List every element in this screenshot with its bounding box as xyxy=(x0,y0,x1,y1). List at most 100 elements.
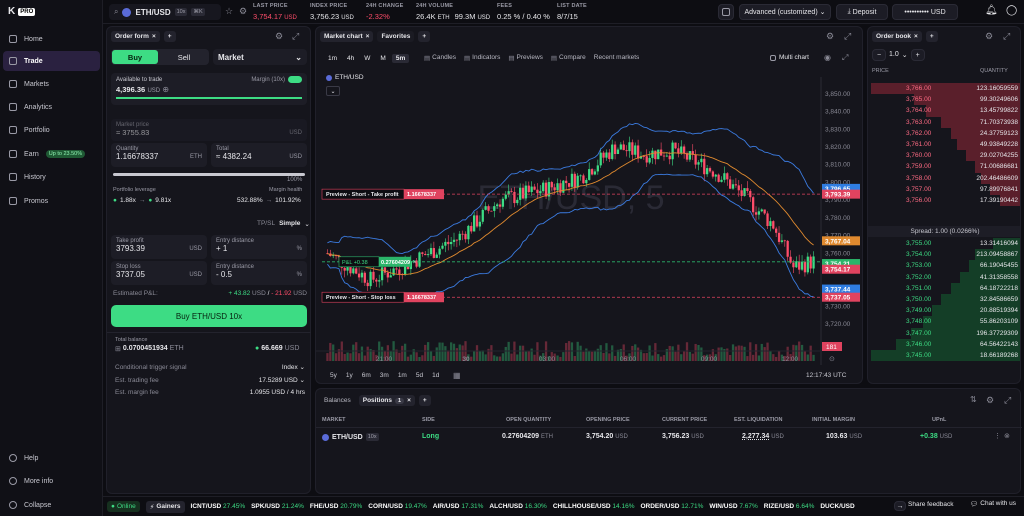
ask-row[interactable]: 3,760.00 29.02704255 xyxy=(868,150,1020,162)
interval-5m[interactable]: 5m xyxy=(391,54,410,63)
trigger-select[interactable]: Index ⌄ xyxy=(282,363,305,371)
range-1y[interactable]: 1y xyxy=(345,372,353,379)
close-icon[interactable]: × xyxy=(151,33,156,40)
sidebar-item-collapse[interactable]: Collapse xyxy=(3,495,100,515)
bid-row[interactable]: 3,750.00 32.84586659 xyxy=(868,294,1020,306)
order-type-select[interactable]: Market ⌄ xyxy=(213,49,307,65)
logo[interactable]: K PRO xyxy=(8,6,36,17)
sidebar-item-analytics[interactable]: Analytics xyxy=(3,97,100,117)
stop-loss-preview[interactable]: Preview - Short - Stop loss 1.16678337 xyxy=(321,291,444,303)
ticker-item[interactable]: FHE/USD 20.79% xyxy=(310,503,362,510)
add-tab-button[interactable]: + xyxy=(418,395,431,406)
bid-row[interactable]: 3,747.00 196.37729309 xyxy=(868,327,1020,339)
settings-icon[interactable]: ⚙ xyxy=(239,6,248,16)
chevron-down-icon[interactable]: ⌄ xyxy=(299,377,305,384)
bid-row[interactable]: 3,751.00 64.18722218 xyxy=(868,282,1020,294)
sidebar-item-more-info[interactable]: More info xyxy=(3,471,100,491)
ask-row[interactable]: 3,758.00 202.46486609 xyxy=(868,172,1020,184)
ask-row[interactable]: 3,762.00 24.37759123 xyxy=(868,127,1020,139)
sell-tab[interactable]: Sell xyxy=(161,50,207,64)
tab-balances[interactable]: Balances xyxy=(324,397,351,404)
close-icon[interactable]: × xyxy=(365,33,370,40)
position-row[interactable]: ETH/USD 10x Long 0.27604209 ETH 3,754.20 … xyxy=(316,431,1022,445)
layout-button[interactable] xyxy=(718,4,734,20)
take-profit-field[interactable]: Take profit 3793.39 USD xyxy=(111,235,207,259)
ask-row[interactable]: 3,761.00 49.93849228 xyxy=(868,139,1020,151)
user-icon[interactable]: ◯ xyxy=(1006,5,1018,16)
close-icon[interactable]: × xyxy=(914,33,918,40)
expand-icon[interactable]: ⤢ xyxy=(1003,31,1011,41)
take-profit-preview[interactable]: Preview - Short - Take profit 1.16678337 xyxy=(321,188,444,200)
tab-positions[interactable]: Positions 1 × xyxy=(358,395,415,406)
star-icon[interactable]: ☆ xyxy=(225,6,234,16)
stop-loss-field[interactable]: Stop loss 3737.05 USD xyxy=(111,261,207,285)
bid-row[interactable]: 3,754.00 213.09458867 xyxy=(868,249,1020,261)
ticker-item[interactable]: ICNT/USD 27.45% xyxy=(191,503,246,510)
mode-select[interactable]: Advanced (customized) ⌄ xyxy=(739,4,831,20)
margin-toggle[interactable] xyxy=(288,76,302,83)
ticker-item[interactable]: CHILLHOUSE/USD 14.16% xyxy=(553,503,635,510)
ask-row[interactable]: 3,763.00 71.70373938 xyxy=(868,116,1020,128)
ticker-item[interactable]: AIR/USD 17.31% xyxy=(433,503,484,510)
tp-entry-distance-field[interactable]: Entry distance + 1% xyxy=(211,235,307,259)
share-feedback-button[interactable]: → Share feedback xyxy=(894,501,954,511)
sidebar-item-home[interactable]: Home xyxy=(3,29,100,49)
close-icon[interactable]: × xyxy=(413,260,417,266)
total-field[interactable]: Total ≈ 4382.24 USD xyxy=(211,143,307,167)
close-icon[interactable]: × xyxy=(407,397,411,404)
deposit-button[interactable]: ⤓ Deposit xyxy=(836,4,888,20)
tool-candles[interactable]: ▤ Candles xyxy=(424,54,456,62)
bell-icon[interactable]: 🔔︎ xyxy=(985,5,998,16)
filter-icon[interactable]: ⇅ xyxy=(970,395,977,404)
interval-1m[interactable]: 1m xyxy=(328,55,338,62)
tpsl-mode[interactable]: TP/SL Simple ⌄ xyxy=(257,220,310,228)
chart-settings-icon[interactable]: ⊙ xyxy=(829,356,835,363)
bid-row[interactable]: 3,745.00 18.66189268 xyxy=(868,350,1020,362)
quantity-field[interactable]: Quantity 1.16678337 ETH xyxy=(111,143,207,167)
chat-button[interactable]: 💬︎ Chat with us xyxy=(970,500,1016,508)
col-header-upnl[interactable]: UPnL xyxy=(932,417,947,423)
tool-recent-markets[interactable]: Recent markets xyxy=(594,54,640,62)
amount-slider[interactable] xyxy=(113,173,305,176)
ask-row[interactable]: 3,759.00 71.00686681 xyxy=(868,161,1020,173)
ticker-item[interactable]: WIN/USD 7.67% xyxy=(709,503,757,510)
bid-row[interactable]: 3,752.00 41.31358558 xyxy=(868,271,1020,283)
pnl-chip[interactable]: P&L +0.38 0.27604209 xyxy=(338,256,411,268)
tool-indicators[interactable]: ▤ Indicators xyxy=(464,54,500,62)
refresh-icon[interactable]: ⊕ xyxy=(162,85,170,94)
ticker-item[interactable]: RIZE/USD 6.64% xyxy=(764,503,815,510)
ask-row[interactable]: 3,766.00 123.16059559 xyxy=(868,83,1020,95)
sidebar-item-help[interactable]: Help xyxy=(3,448,100,468)
bid-row[interactable]: 3,746.00 64.56422143 xyxy=(868,338,1020,350)
interval-W[interactable]: W xyxy=(364,55,371,62)
settings-icon[interactable]: ⚙ xyxy=(826,31,835,41)
group-increase-button[interactable]: + xyxy=(910,49,925,61)
interval-M[interactable]: M xyxy=(380,55,386,62)
symbol-selector[interactable]: ⌕ ETH/USD 10x ⌘K xyxy=(109,4,221,20)
sidebar-item-trade[interactable]: Trade xyxy=(3,51,100,71)
range-5d[interactable]: 5d xyxy=(415,372,424,379)
ticker-item[interactable]: CORN/USD 19.47% xyxy=(368,503,427,510)
range-5y[interactable]: 5y xyxy=(330,372,337,379)
add-tab-button[interactable]: + xyxy=(925,31,938,42)
group-decrease-button[interactable]: − xyxy=(872,49,886,61)
sidebar-item-markets[interactable]: Markets xyxy=(3,74,100,94)
tool-compare[interactable]: ▤ Compare xyxy=(551,54,586,62)
range-6m[interactable]: 6m xyxy=(361,372,371,379)
bid-row[interactable]: 3,748.00 55.86203109 xyxy=(868,316,1020,328)
tab-favorites[interactable]: Favorites xyxy=(377,31,415,42)
balance-button[interactable]: •••••••••• USD xyxy=(892,4,958,20)
tab-market-chart[interactable]: Market chart × xyxy=(320,31,374,42)
settings-icon[interactable]: ⚙ xyxy=(985,31,994,41)
add-tab-button[interactable]: + xyxy=(163,31,176,42)
range-1d[interactable]: 1d xyxy=(432,372,440,379)
camera-icon[interactable]: ◉ xyxy=(824,53,831,62)
tab-order-form[interactable]: Order form × xyxy=(111,31,160,42)
sidebar-item-earn[interactable]: Earn Up to 23.50% xyxy=(3,144,100,164)
bid-row[interactable]: 3,753.00 66.19045455 xyxy=(868,260,1020,272)
tool-previews[interactable]: ▤ Previews xyxy=(508,54,543,62)
expand-icon[interactable]: ⤢ xyxy=(844,31,852,41)
sidebar-item-history[interactable]: History xyxy=(3,167,100,187)
ticker-item[interactable]: ALCH/USD 16.30% xyxy=(489,503,546,510)
expand-icon[interactable]: ⤢ xyxy=(1004,395,1012,405)
